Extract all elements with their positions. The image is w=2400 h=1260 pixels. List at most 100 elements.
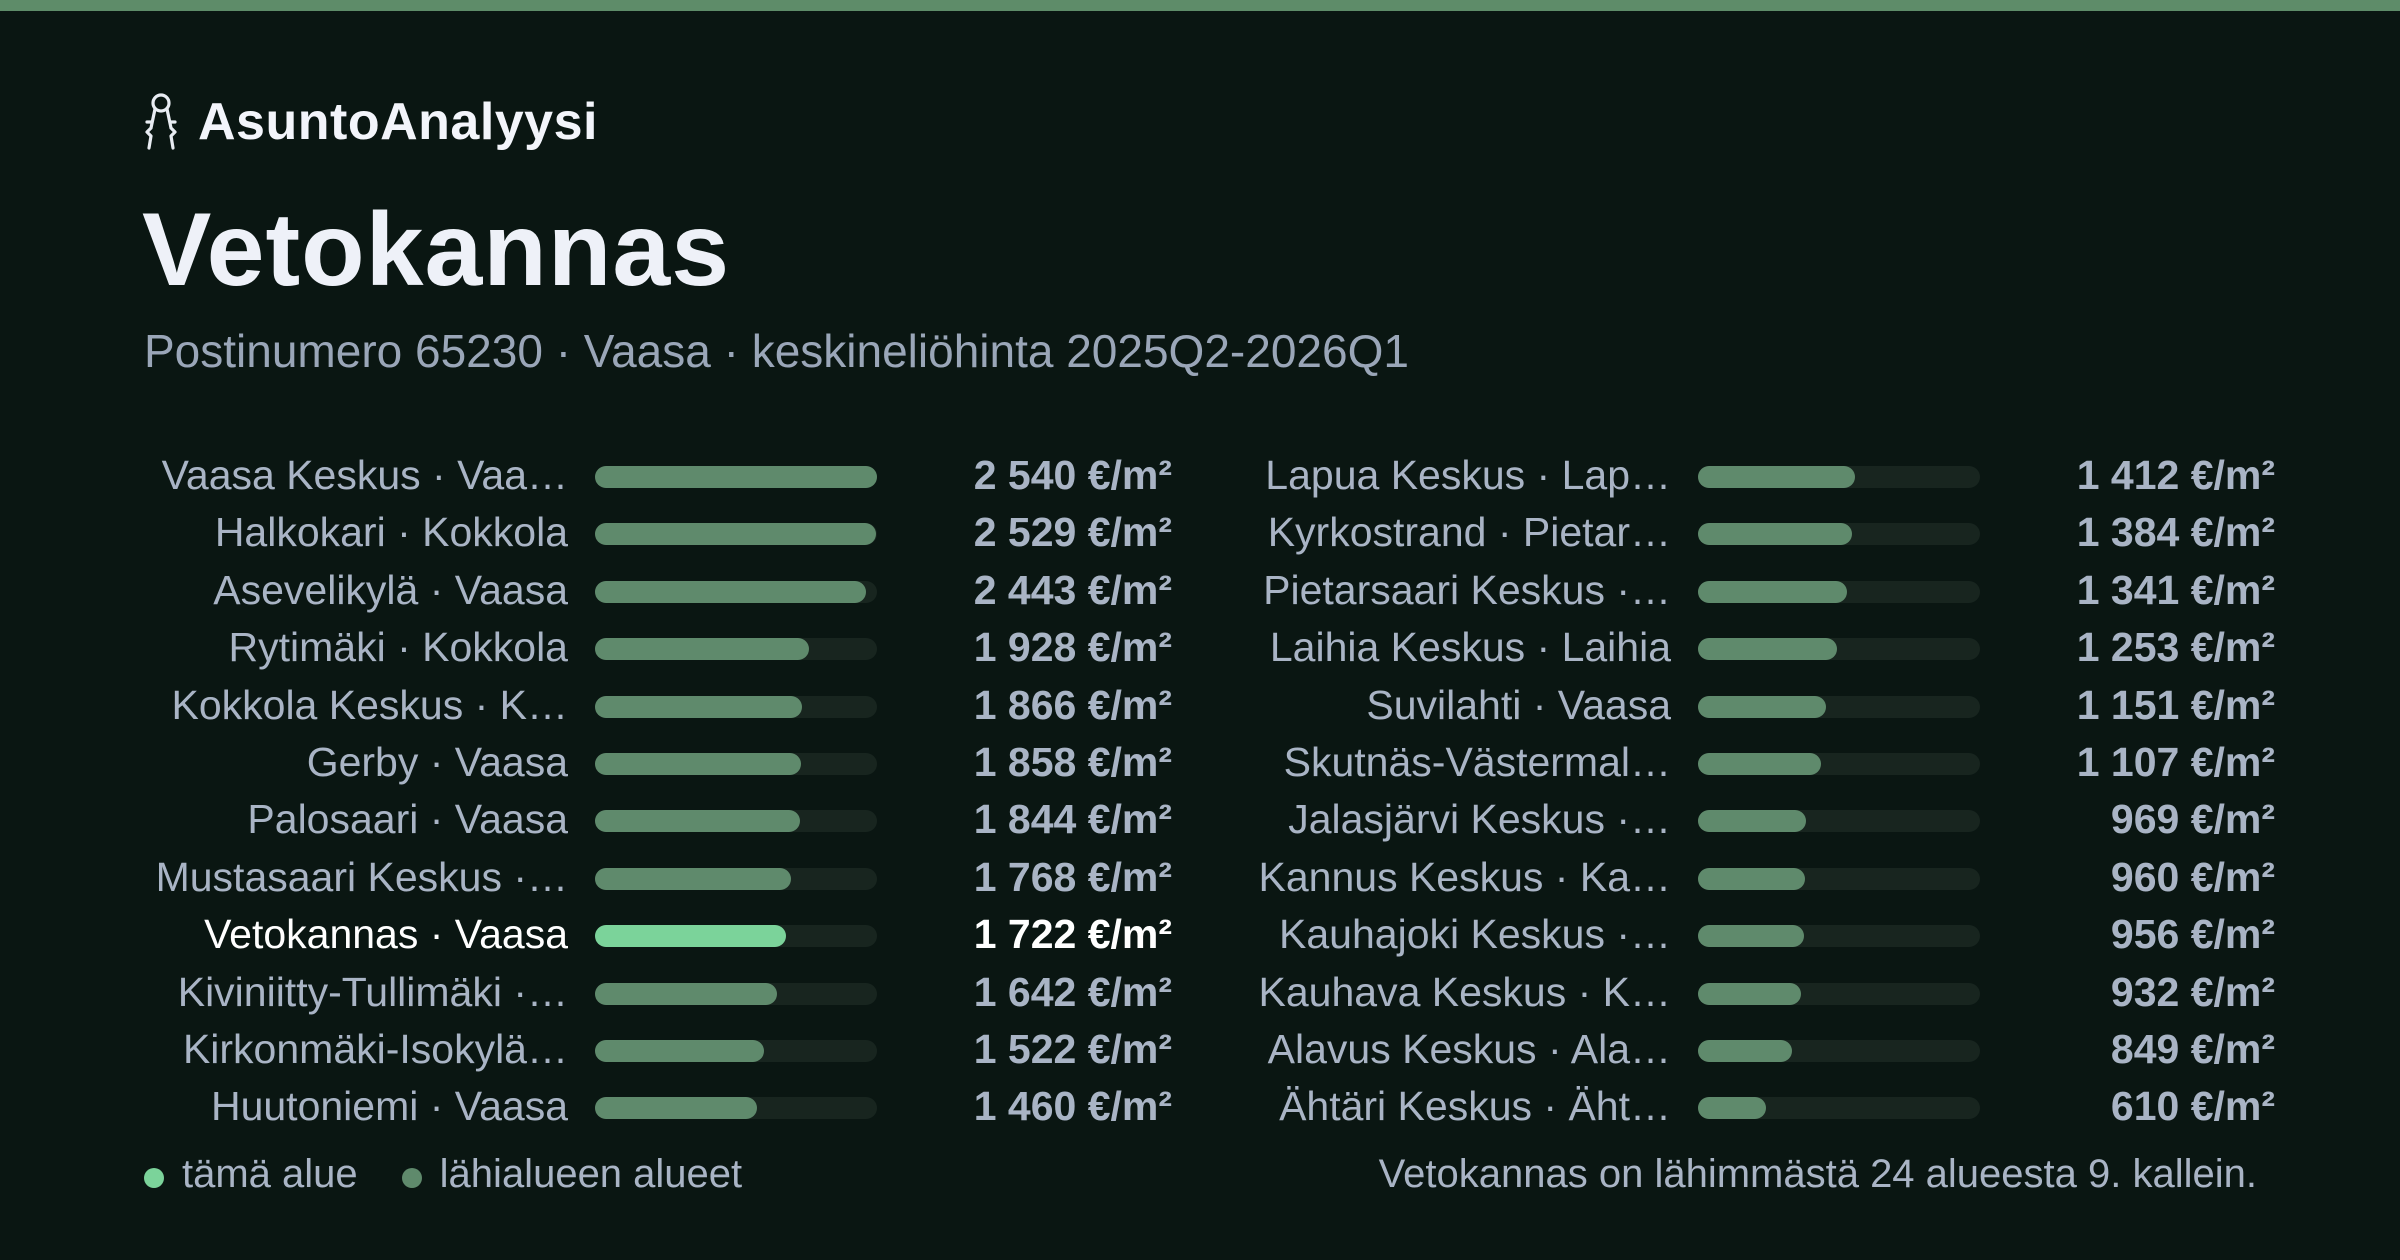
bar-row: Suvilahti · Vaasa 1 151 €/m² [1245, 677, 2285, 734]
bar-label: Vetokannas · Vaasa [142, 912, 568, 957]
bar-value-label: 1 384 €/m² [2005, 510, 2275, 555]
bar-row: Palosaari · Vaasa 1 844 €/m² [142, 791, 1182, 848]
bar-row: Pietarsaari Keskus ·… 1 341 €/m² [1245, 562, 2285, 619]
bar-value-label: 849 €/m² [2005, 1027, 2275, 1072]
bar-row: Skutnäs-Västermal… 1 107 €/m² [1245, 734, 2285, 791]
bar-label: Laihia Keskus · Laihia [1245, 625, 1671, 670]
bar-track [595, 696, 877, 718]
bar-track [595, 638, 877, 660]
bar-value-label: 2 540 €/m² [902, 453, 1172, 498]
bar [595, 638, 809, 660]
bar [595, 925, 786, 947]
bar-track [595, 925, 877, 947]
bar-label: Kiviniitty-Tullimäki ·… [142, 970, 568, 1015]
bar [595, 810, 800, 832]
bar-value-label: 932 €/m² [2005, 970, 2275, 1015]
bar [595, 581, 866, 603]
bar-label: Rytimäki · Kokkola [142, 625, 568, 670]
bar-track [1698, 925, 1980, 947]
bar [595, 1040, 764, 1062]
legend-dot-this-area [144, 1168, 164, 1188]
bar-label: Mustasaari Keskus ·… [142, 855, 568, 900]
bar-row: Jalasjärvi Keskus ·… 969 €/m² [1245, 791, 2285, 848]
bar-track [595, 1040, 877, 1062]
bar [1698, 638, 1837, 660]
bar-value-label: 1 858 €/m² [902, 740, 1172, 785]
bar-row: Huutoniemi · Vaasa 1 460 €/m² [142, 1078, 1182, 1135]
bar-label: Suvilahti · Vaasa [1245, 683, 1671, 728]
brand: AsuntoAnalyysi [142, 88, 598, 156]
bar-value-label: 1 341 €/m² [2005, 568, 2275, 613]
bar-track [1698, 1097, 1980, 1119]
bar-value-label: 956 €/m² [2005, 912, 2275, 957]
bar-track [1698, 753, 1980, 775]
bar-value-label: 1 253 €/m² [2005, 625, 2275, 670]
page-title: Vetokannas [142, 198, 730, 302]
bar-track [595, 868, 877, 890]
top-accent-bar [0, 0, 2400, 11]
bar-label: Jalasjärvi Keskus ·… [1245, 797, 1671, 842]
brand-name: AsuntoAnalyysi [198, 92, 598, 152]
bar-row: Kyrkostrand · Pietar… 1 384 €/m² [1245, 504, 2285, 561]
legend-label-this-area: tämä alue [182, 1152, 358, 1197]
bar-value-label: 1 107 €/m² [2005, 740, 2275, 785]
bar [1698, 925, 1804, 947]
bar-track [595, 753, 877, 775]
bar-track [1698, 983, 1980, 1005]
bar-track [595, 581, 877, 603]
bar-label: Kauhava Keskus · K… [1245, 970, 1671, 1015]
bar-value-label: 1 722 €/m² [902, 912, 1172, 957]
bar-label: Lapua Keskus · Lap… [1245, 453, 1671, 498]
bar-label: Asevelikylä · Vaasa [142, 568, 568, 613]
bar-track [1698, 1040, 1980, 1062]
bar-label: Vaasa Keskus · Vaa… [142, 453, 568, 498]
bar-label: Kokkola Keskus · K… [142, 683, 568, 728]
bar-label: Skutnäs-Västermal… [1245, 740, 1671, 785]
page-subtitle: Postinumero 65230 · Vaasa · keskineliöhi… [144, 328, 1409, 374]
chart-column-left: Vaasa Keskus · Vaa… 2 540 €/m² Halkokari ·… [142, 447, 1182, 1136]
bar-label: Ähtäri Keskus · Äht… [1245, 1084, 1671, 1129]
bar [1698, 810, 1806, 832]
bar-value-label: 2 443 €/m² [902, 568, 1172, 613]
ranking-footnote: Vetokannas on lähimmästä 24 alueesta 9. … [1379, 1152, 2257, 1197]
bar-value-label: 1 522 €/m² [902, 1027, 1172, 1072]
bar-row: Gerby · Vaasa 1 858 €/m² [142, 734, 1182, 791]
bar-label: Alavus Keskus · Ala… [1245, 1027, 1671, 1072]
bar-label: Palosaari · Vaasa [142, 797, 568, 842]
bar-row: Ähtäri Keskus · Äht… 610 €/m² [1245, 1078, 2285, 1135]
bar-value-label: 1 460 €/m² [902, 1084, 1172, 1129]
bar [595, 1097, 757, 1119]
bar [595, 868, 791, 890]
keys-icon [142, 92, 180, 152]
bar-value-label: 1 866 €/m² [902, 683, 1172, 728]
legend-dot-neighbors [402, 1168, 422, 1188]
bar [1698, 753, 1821, 775]
bar-value-label: 1 151 €/m² [2005, 683, 2275, 728]
bar-label: Kirkonmäki-Isokylä… [142, 1027, 568, 1072]
bar-value-label: 1 768 €/m² [902, 855, 1172, 900]
bar [1698, 466, 1855, 488]
bar-row: Alavus Keskus · Ala… 849 €/m² [1245, 1021, 2285, 1078]
bar-value-label: 2 529 €/m² [902, 510, 1172, 555]
bar-row: Kokkola Keskus · K… 1 866 €/m² [142, 677, 1182, 734]
chart-column-right: Lapua Keskus · Lap… 1 412 €/m² Kyrkostrand… [1245, 447, 2285, 1136]
bar-value-label: 1 412 €/m² [2005, 453, 2275, 498]
bar-label: Kauhajoki Keskus ·… [1245, 912, 1671, 957]
bar-value-label: 1 928 €/m² [902, 625, 1172, 670]
bar-value-label: 960 €/m² [2005, 855, 2275, 900]
legend: tämä alue lähialueen alueet [144, 1152, 786, 1197]
bar-value-label: 969 €/m² [2005, 797, 2275, 842]
bar-row-highlight: Vetokannas · Vaasa 1 722 €/m² [142, 906, 1182, 963]
bar-label: Gerby · Vaasa [142, 740, 568, 785]
bar-track [595, 523, 877, 545]
bar-row: Vaasa Keskus · Vaa… 2 540 €/m² [142, 447, 1182, 504]
bar [595, 466, 877, 488]
bar [1698, 983, 1801, 1005]
bar-track [595, 983, 877, 1005]
legend-item-this-area: tämä alue [144, 1152, 358, 1197]
bar-track [1698, 523, 1980, 545]
bar-label: Halkokari · Kokkola [142, 510, 568, 555]
bar [1698, 696, 1826, 718]
bar-row: Kirkonmäki-Isokylä… 1 522 €/m² [142, 1021, 1182, 1078]
bar [595, 753, 801, 775]
